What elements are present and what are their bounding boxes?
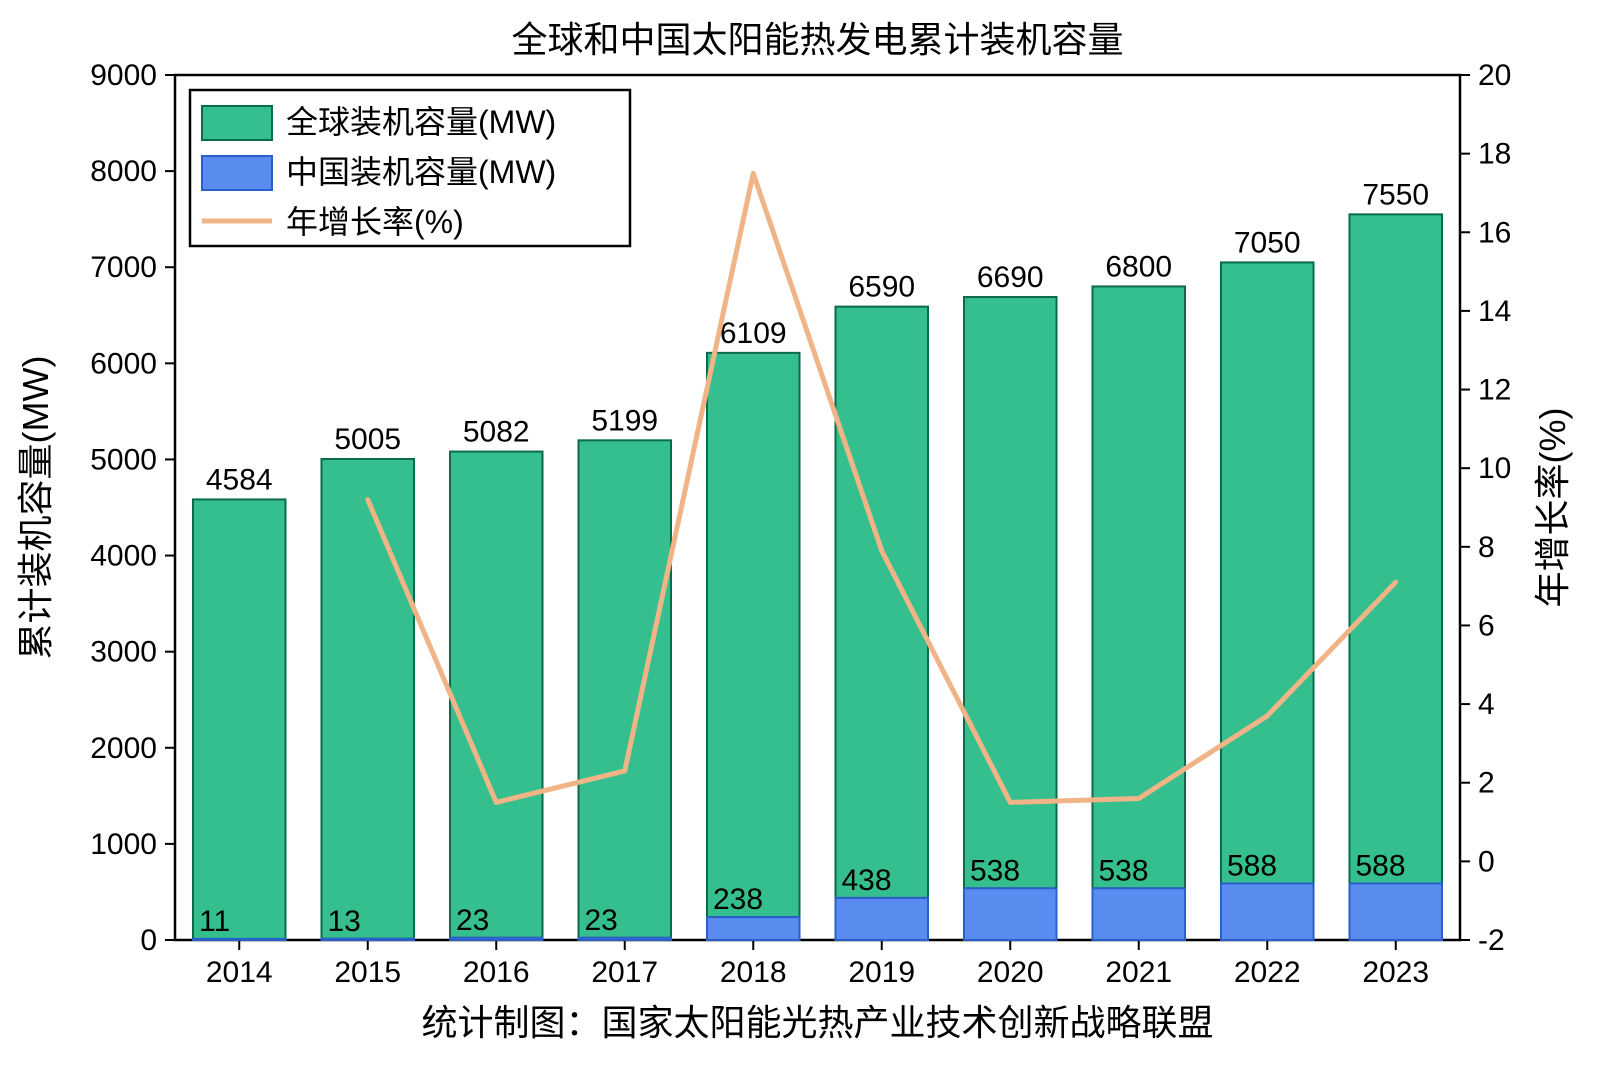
bar-label-global: 6690 [977,261,1044,294]
chart-svg: 0 1000 2000 3000 4000 5000 6000 7000 8000 9000 -2 0… [0,0,1600,1081]
x-tick-label: 2023 [1362,956,1429,989]
y-right-axis-label: 年增长率(%) [1532,408,1573,608]
bar-label-china: 438 [841,864,891,897]
bar-china [1221,883,1314,940]
bar-label-global: 5082 [463,416,530,449]
x-tick-label: 2019 [848,956,915,989]
bar-china [450,938,543,940]
bar-global [707,353,800,917]
y-right-tick-label: 6 [1478,609,1495,642]
x-tick-label: 2017 [591,956,658,989]
bar-label-china: 23 [584,904,617,937]
y-left-tick-label: 2000 [90,732,157,765]
y-right-tick-label: 2 [1478,767,1495,800]
legend-label-global: 全球装机容量(MW) [286,104,556,140]
bar-label-global: 5005 [334,423,401,456]
bar-china [321,939,414,940]
bar-global [1349,214,1442,883]
x-tick-label: 2021 [1105,956,1172,989]
legend-label-china: 中国装机容量(MW) [286,154,556,190]
bar-china [964,888,1057,940]
y-right-tick-label: 8 [1478,531,1495,564]
bar-label-china: 588 [1355,849,1405,882]
bar-label-global: 5199 [591,404,658,437]
bar-global [193,499,286,939]
y-left-axis-label: 累计装机容量(MW) [15,356,56,660]
bar-label-china: 538 [1098,854,1148,887]
legend-swatch-global [202,106,272,140]
chart-title: 全球和中国太阳能热发电累计装机容量 [511,19,1123,60]
x-tick-label: 2016 [463,956,530,989]
y-left-tick-label: 0 [140,924,157,957]
bar-label-china: 13 [327,905,360,938]
y-right-tick-label: 20 [1478,59,1511,92]
bar-label-china: 11 [199,905,230,938]
y-left-tick-label: 4000 [90,540,157,573]
y-right-tick-label: 4 [1478,688,1495,721]
y-left-tick-label: 1000 [90,828,157,861]
legend-label-growth: 年增长率(%) [286,204,464,240]
y-right-tick-label: 0 [1478,845,1495,878]
y-right-tick-label: 10 [1478,452,1511,485]
bar-global [578,440,671,937]
bar-label-china: 538 [970,854,1020,887]
bar-label-china: 238 [713,883,763,916]
chart-container: 0 1000 2000 3000 4000 5000 6000 7000 8000 9000 -2 0… [0,0,1600,1081]
y-left-tick-label: 6000 [90,347,157,380]
bar-china [193,939,286,940]
bar-global [835,307,928,898]
bar-global [450,452,543,938]
bar-china [707,917,800,940]
y-left-tick-label: 5000 [90,443,157,476]
x-tick-label: 2014 [206,956,273,989]
y-right-tick-label: 16 [1478,216,1511,249]
chart-caption: 统计制图：国家太阳能光热产业技术创新战略联盟 [421,1002,1213,1043]
bar-label-global: 7050 [1234,226,1301,259]
bar-label-global: 6109 [720,317,787,350]
bar-china [835,898,928,940]
bar-global [321,459,414,939]
x-tick-label: 2015 [334,956,401,989]
y-right-tick-label: 12 [1478,374,1511,407]
bar-china [1092,888,1185,940]
bar-label-global: 6800 [1105,250,1172,283]
bar-label-global: 6590 [848,271,915,304]
y-right-tick-label: -2 [1478,924,1505,957]
y-left-tick-label: 9000 [90,59,157,92]
bar-label-global: 7550 [1362,178,1429,211]
bar-china [1349,883,1442,940]
bar-global [1221,262,1314,883]
x-tick-label: 2018 [720,956,787,989]
y-right-tick-label: 14 [1478,295,1511,328]
y-left-tick-label: 3000 [90,636,157,669]
x-tick-label: 2020 [977,956,1044,989]
bar-label-china: 588 [1227,849,1277,882]
y-left-tick-label: 8000 [90,155,157,188]
x-tick-label: 2022 [1234,956,1301,989]
bar-china [578,938,671,940]
legend-swatch-china [202,156,272,190]
y-left-tick-label: 7000 [90,251,157,284]
bar-label-global: 4584 [206,463,273,496]
y-right-tick-label: 18 [1478,138,1511,171]
bar-label-china: 23 [456,904,489,937]
